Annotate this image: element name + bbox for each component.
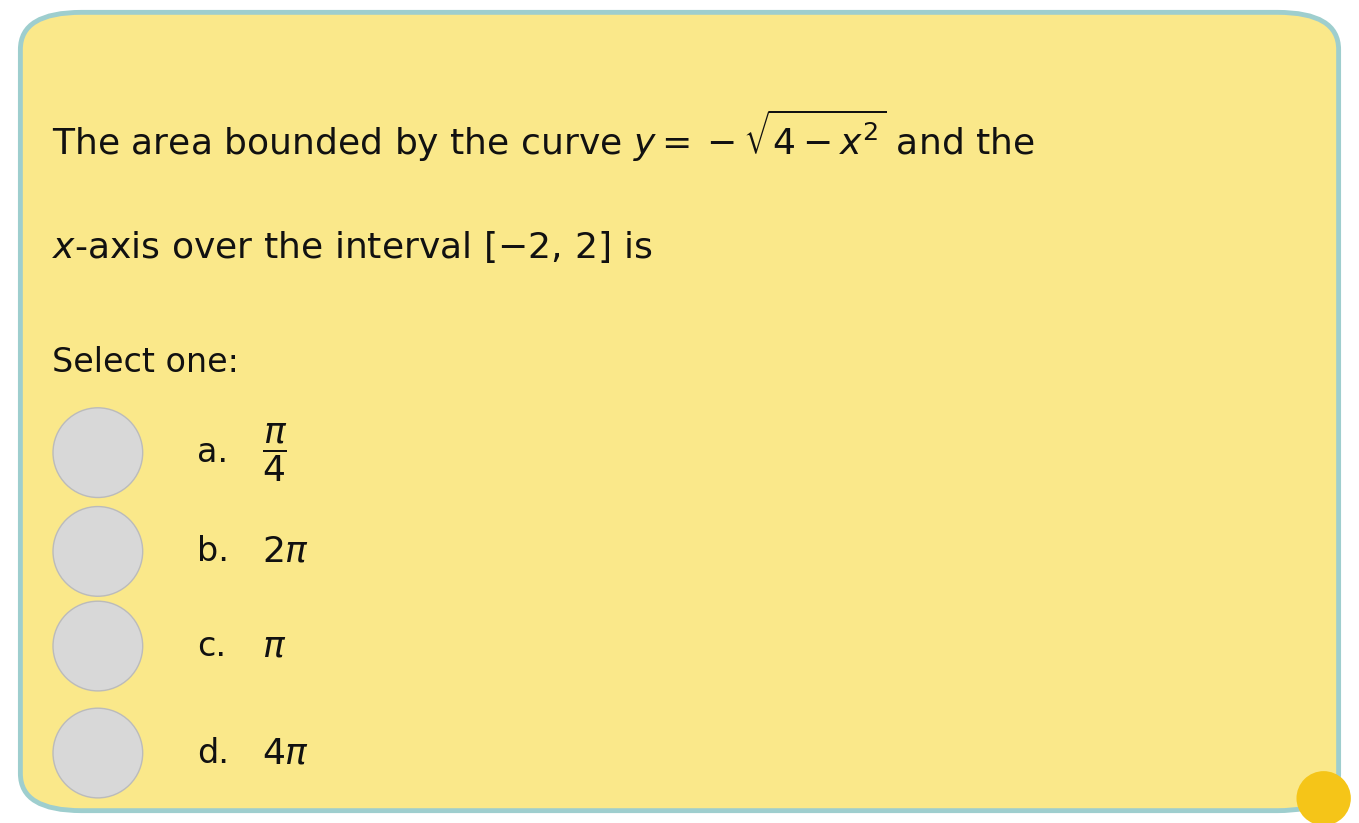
- Text: Select one:: Select one:: [52, 346, 239, 379]
- Text: $4\pi$: $4\pi$: [262, 736, 310, 770]
- Ellipse shape: [53, 602, 143, 690]
- Text: The area bounded by the curve $y = -\sqrt{4-x^2}$ and the: The area bounded by the curve $y = -\sqr…: [52, 108, 1034, 164]
- Ellipse shape: [53, 408, 143, 497]
- Text: $\dfrac{\pi}{4}$: $\dfrac{\pi}{4}$: [262, 421, 288, 484]
- Text: $x$-axis over the interval $[-2,\,2]$ is: $x$-axis over the interval $[-2,\,2]$ is: [52, 229, 652, 265]
- Ellipse shape: [53, 709, 143, 797]
- Text: $\pi$: $\pi$: [262, 629, 287, 663]
- Text: d.: d.: [197, 737, 230, 770]
- Text: b.: b.: [197, 535, 230, 568]
- Text: a.: a.: [197, 436, 245, 469]
- Text: c.: c.: [197, 630, 226, 663]
- Text: $2\pi$: $2\pi$: [262, 534, 310, 569]
- Ellipse shape: [53, 507, 143, 596]
